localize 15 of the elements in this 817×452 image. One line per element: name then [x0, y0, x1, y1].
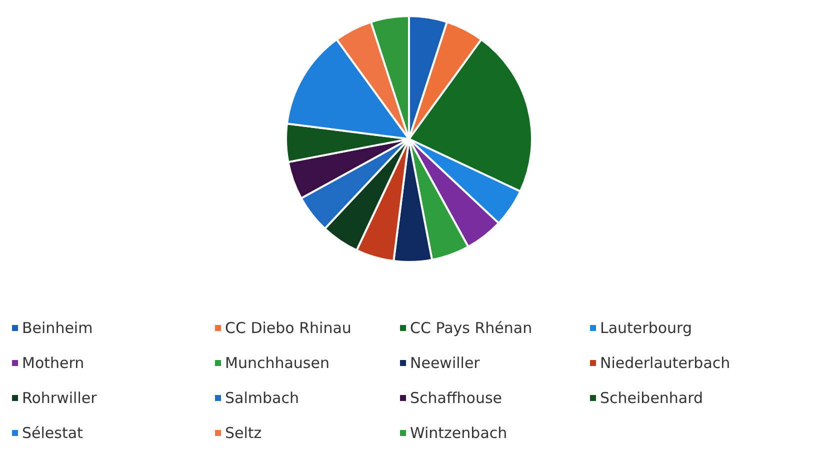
- legend-label: Schaffhouse: [410, 389, 502, 407]
- legend-label: Wintzenbach: [410, 424, 508, 442]
- legend-label: Salmbach: [225, 389, 299, 407]
- legend-label: Lauterbourg: [600, 319, 692, 337]
- legend-label: Sélestat: [22, 424, 83, 442]
- legend-label: Neewiller: [410, 354, 480, 372]
- legend-label: Scheibenhard: [600, 389, 704, 407]
- legend-label: Niederlauterbach: [600, 354, 730, 372]
- legend-label: Munchhausen: [225, 354, 330, 372]
- legend-label: Rohrwiller: [22, 389, 97, 407]
- legend-label: Mothern: [22, 354, 84, 372]
- legend-label: Beinheim: [22, 319, 93, 337]
- legend-label: CC Pays Rhénan: [410, 319, 532, 337]
- legend-label: CC Diebo Rhinau: [225, 319, 352, 337]
- legend-label: Seltz: [225, 424, 262, 442]
